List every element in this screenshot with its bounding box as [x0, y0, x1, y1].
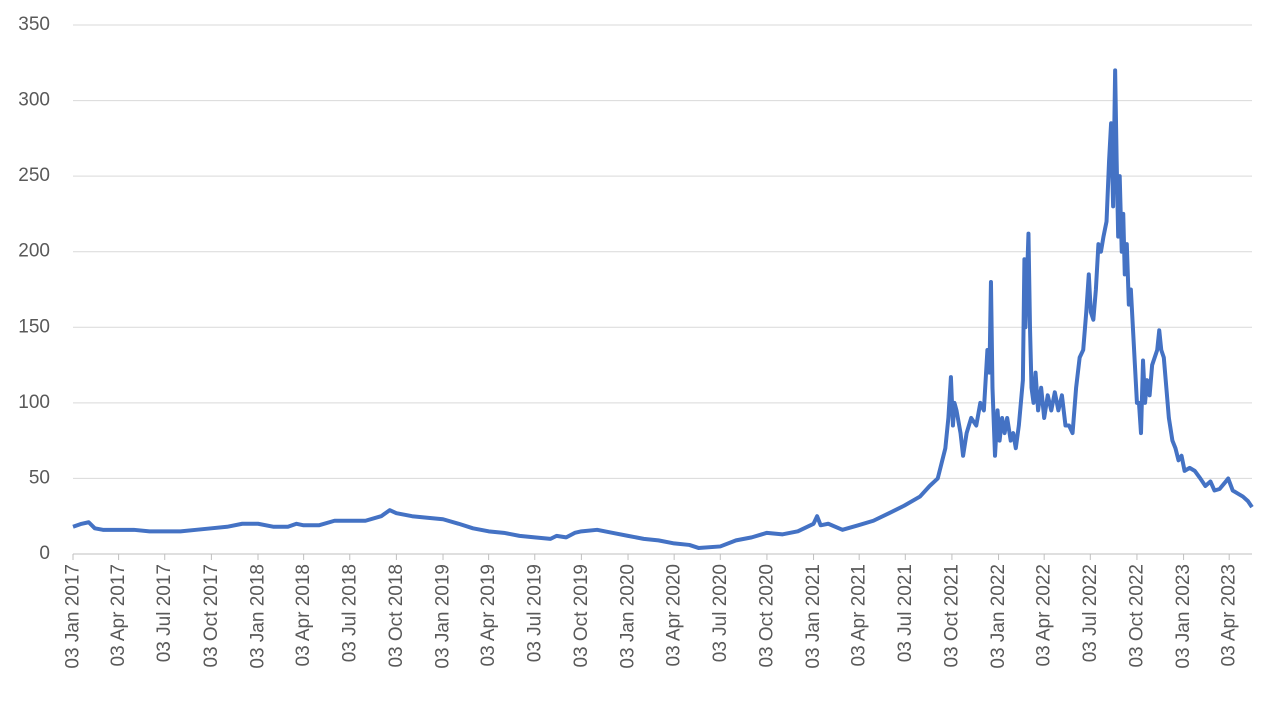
x-tick-label: 03 Oct 2017: [201, 564, 222, 668]
x-tick-label: 03 Oct 2019: [571, 564, 592, 668]
x-tick-label: 03 Apr 2020: [664, 564, 685, 666]
y-tick-label: 50: [29, 467, 50, 488]
x-tick-label: 03 Apr 2019: [478, 564, 499, 666]
x-tick-label: 03 Apr 2022: [1034, 564, 1055, 666]
y-tick-label: 0: [39, 543, 50, 564]
y-tick-label: 150: [18, 316, 50, 337]
x-tick-label: 03 Jan 2017: [63, 564, 84, 669]
x-tick-label: 03 Apr 2017: [108, 564, 129, 666]
x-tick-label: 03 Jul 2017: [154, 564, 175, 662]
x-tick-label: 03 Jan 2019: [433, 564, 454, 669]
y-tick-label: 250: [18, 165, 50, 186]
x-tick-label: 03 Jul 2021: [895, 564, 916, 662]
x-tick-label: 03 Oct 2020: [756, 564, 777, 668]
x-tick-label: 03 Jul 2019: [524, 564, 545, 662]
x-tick-label: 03 Jul 2018: [339, 564, 360, 662]
x-tick-label: 03 Oct 2021: [941, 564, 962, 668]
x-tick-label: 03 Apr 2018: [293, 564, 314, 666]
line-series: [72, 68, 1254, 550]
x-tick-label: 03 Jul 2020: [710, 564, 731, 662]
x-tick-label: 03 Apr 2023: [1219, 564, 1240, 666]
x-tick-label: 03 Jul 2022: [1080, 564, 1101, 662]
x-tick-label: 03 Jan 2023: [1173, 564, 1194, 669]
x-tick-label: 03 Apr 2021: [849, 564, 870, 666]
x-tick-label: 03 Oct 2018: [386, 564, 407, 668]
y-tick-label: 350: [18, 14, 50, 35]
y-tick-label: 300: [18, 90, 50, 111]
x-tick-label: 03 Jan 2022: [988, 564, 1009, 669]
x-tick-label: 03 Jan 2020: [618, 564, 639, 669]
x-tick-label: 03 Jan 2018: [248, 564, 269, 669]
x-tick-label: 03 Oct 2022: [1126, 564, 1147, 668]
x-tick-label: 03 Jan 2021: [803, 564, 824, 669]
y-tick-label: 100: [18, 392, 50, 413]
y-tick-label: 200: [18, 241, 50, 262]
